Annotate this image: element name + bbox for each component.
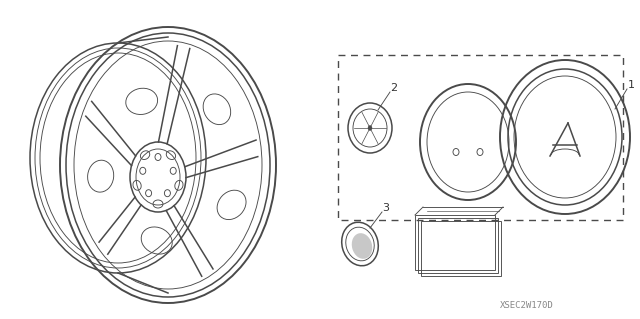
Ellipse shape: [368, 125, 372, 130]
Text: 2: 2: [390, 83, 397, 93]
Text: XSEC2W170D: XSEC2W170D: [500, 300, 554, 309]
Bar: [421, 221, 501, 276]
Bar: [338, 55, 623, 220]
Bar: [415, 215, 495, 270]
Bar: [418, 218, 498, 273]
Text: 3: 3: [382, 203, 389, 213]
Ellipse shape: [352, 233, 372, 259]
Text: 1: 1: [628, 80, 635, 90]
